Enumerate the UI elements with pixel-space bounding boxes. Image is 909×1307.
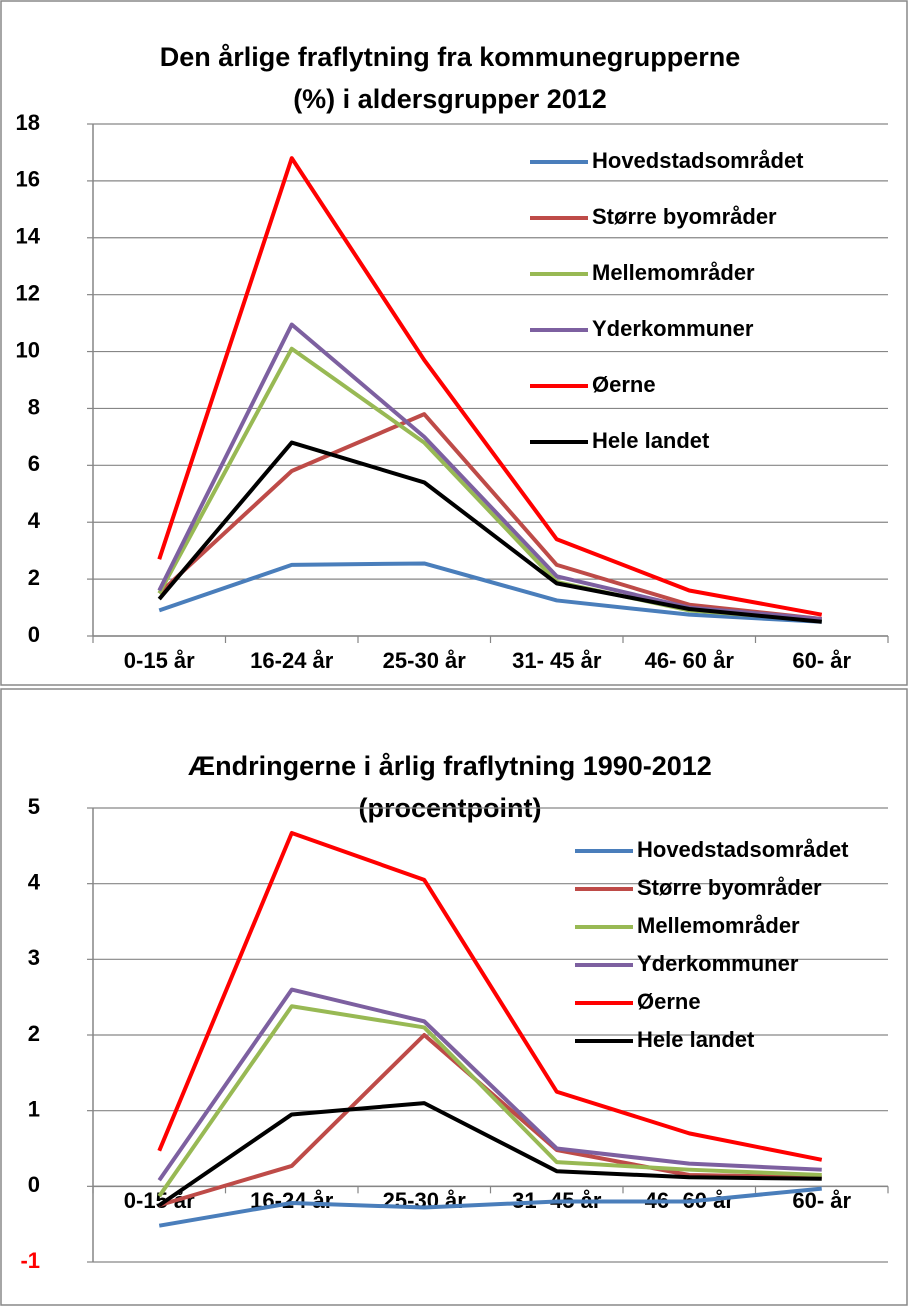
chart-frame (0, 0, 908, 686)
y-tick-label: 14 (16, 224, 41, 249)
series-line (158, 1033, 822, 1208)
series-line (157, 440, 822, 624)
series-line (157, 987, 822, 1182)
series-line (157, 156, 823, 617)
legend-label: Øerne (592, 372, 656, 397)
y-tick-label: 2 (28, 1021, 40, 1046)
series-line (157, 412, 822, 621)
y-tick-label: 0 (28, 622, 40, 647)
y-tick-label: 4 (28, 508, 41, 533)
series-line (158, 561, 822, 624)
chart-title: Den årlige fraflytning fra kommunegruppe… (160, 42, 741, 72)
y-tick-label: 16 (16, 167, 40, 192)
y-tick-label: 1 (28, 1096, 40, 1121)
series-line (158, 1186, 822, 1228)
y-tick-label: 10 (16, 337, 40, 362)
legend-label: Hele landet (637, 1027, 755, 1052)
x-tick-label: 46- 60 år (645, 648, 735, 673)
x-tick-label: 60- år (792, 648, 851, 673)
x-tick-label: 0-15 år (124, 1188, 195, 1213)
legend-label: Mellemområder (637, 913, 800, 938)
legend-label: Større byområder (592, 204, 777, 229)
legend-label: Hovedstadsområdet (592, 148, 804, 173)
legend-label: Hele landet (592, 428, 710, 453)
series-line (157, 830, 823, 1162)
legend-label: Yderkommuner (637, 951, 799, 976)
x-tick-label: 31- 45 år (512, 648, 602, 673)
y-tick-label: -1 (20, 1248, 40, 1273)
legend-label: Mellemområder (592, 260, 755, 285)
legend-label: Øerne (637, 989, 701, 1014)
legend-label: Hovedstadsområdet (637, 837, 849, 862)
legend-label: Yderkommuner (592, 316, 754, 341)
legend-label: Større byområder (637, 875, 822, 900)
x-tick-label: 25-30 år (383, 648, 467, 673)
x-tick-label: 0-15 år (124, 648, 195, 673)
series-line (157, 1004, 822, 1198)
y-tick-label: 12 (16, 280, 40, 305)
y-tick-label: 4 (28, 869, 41, 894)
y-tick-label: 8 (28, 394, 40, 419)
y-tick-label: 3 (28, 945, 40, 970)
y-tick-label: 2 (28, 565, 40, 590)
y-tick-label: 6 (28, 451, 40, 476)
y-tick-label: 5 (28, 794, 40, 819)
series-line (158, 1101, 822, 1207)
chart-title: Ændringerne i årlig fraflytning 1990-201… (188, 751, 712, 781)
chart-title: (%) i aldersgrupper 2012 (293, 84, 607, 114)
y-tick-label: 0 (28, 1172, 40, 1197)
chart-frame (0, 688, 908, 1306)
y-tick-label: 18 (16, 110, 40, 135)
x-tick-label: 16-24 år (250, 648, 334, 673)
